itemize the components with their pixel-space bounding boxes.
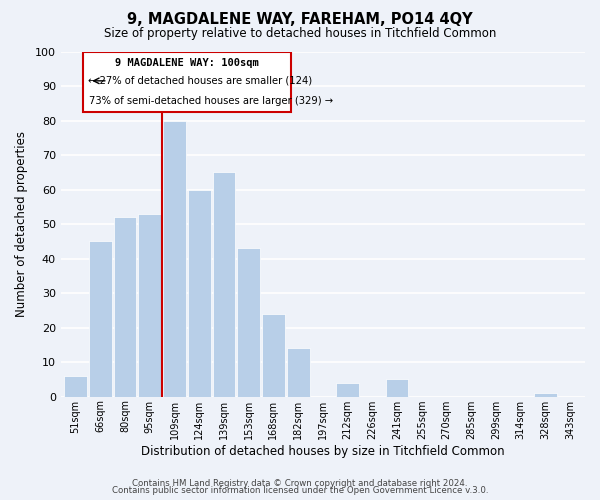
Text: ← 27% of detached houses are smaller (124): ← 27% of detached houses are smaller (12… bbox=[88, 76, 312, 86]
Text: 9, MAGDALENE WAY, FAREHAM, PO14 4QY: 9, MAGDALENE WAY, FAREHAM, PO14 4QY bbox=[127, 12, 473, 28]
X-axis label: Distribution of detached houses by size in Titchfield Common: Distribution of detached houses by size … bbox=[141, 444, 505, 458]
Bar bbox=[386, 380, 409, 396]
Text: Contains HM Land Registry data © Crown copyright and database right 2024.: Contains HM Land Registry data © Crown c… bbox=[132, 478, 468, 488]
Bar bbox=[188, 190, 211, 396]
Bar bbox=[212, 172, 235, 396]
Bar bbox=[287, 348, 310, 397]
Bar bbox=[534, 393, 557, 396]
Bar bbox=[163, 120, 186, 396]
Bar bbox=[139, 214, 161, 396]
Text: 73% of semi-detached houses are larger (329) →: 73% of semi-detached houses are larger (… bbox=[89, 96, 334, 106]
Bar bbox=[64, 376, 87, 396]
Text: Size of property relative to detached houses in Titchfield Common: Size of property relative to detached ho… bbox=[104, 28, 496, 40]
Bar bbox=[89, 242, 112, 396]
Bar bbox=[336, 383, 359, 396]
Bar bbox=[114, 217, 136, 396]
Bar bbox=[238, 248, 260, 396]
Text: Contains public sector information licensed under the Open Government Licence v.: Contains public sector information licen… bbox=[112, 486, 488, 495]
Bar bbox=[262, 314, 285, 396]
Y-axis label: Number of detached properties: Number of detached properties bbox=[15, 131, 28, 317]
Text: 9 MAGDALENE WAY: 100sqm: 9 MAGDALENE WAY: 100sqm bbox=[115, 58, 259, 68]
FancyBboxPatch shape bbox=[83, 52, 291, 112]
